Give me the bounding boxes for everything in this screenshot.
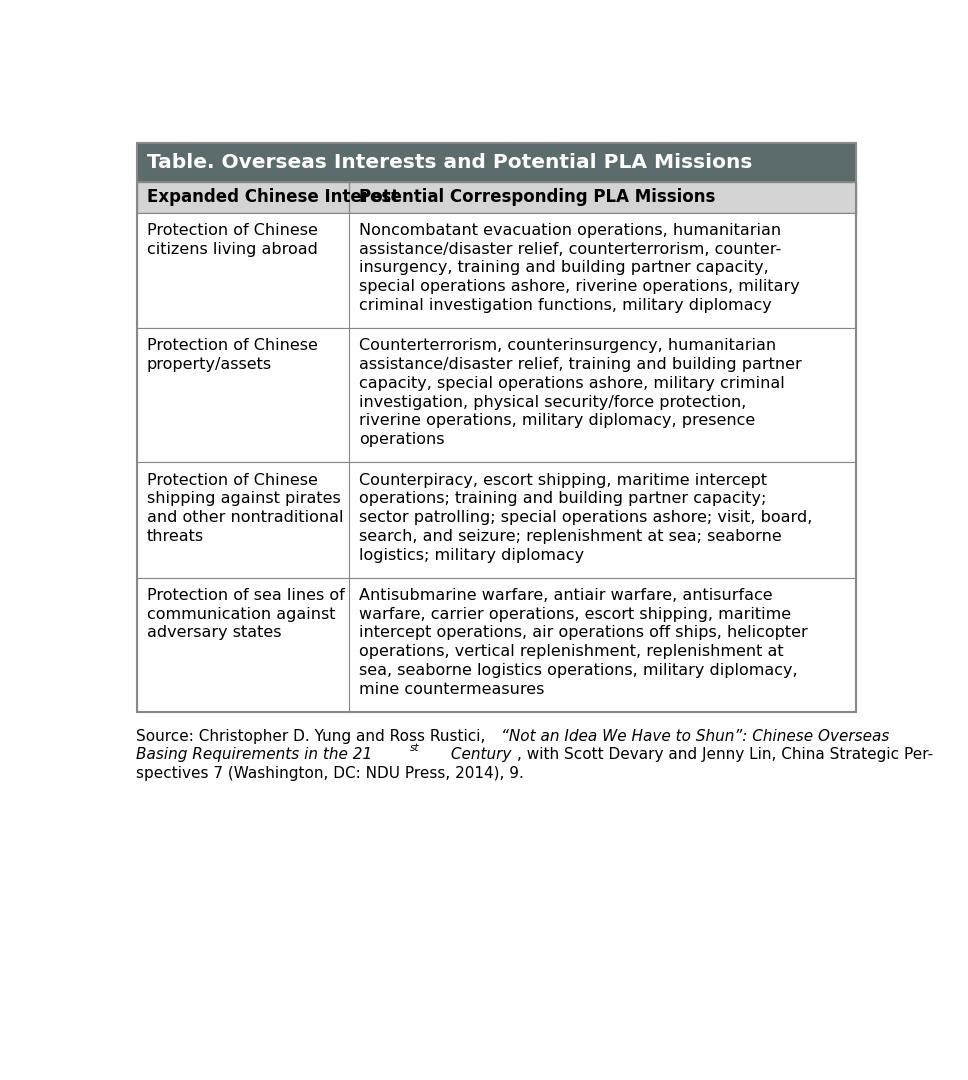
Text: st: st [409, 743, 419, 754]
Text: Basing Requirements in the 21: Basing Requirements in the 21 [136, 747, 373, 762]
Text: Counterterrorism, counterinsurgency, humanitarian
assistance/disaster relief, tr: Counterterrorism, counterinsurgency, hum… [359, 338, 802, 447]
Text: Potential Corresponding PLA Missions: Potential Corresponding PLA Missions [359, 188, 715, 206]
Text: Table. Overseas Interests and Potential PLA Missions: Table. Overseas Interests and Potential … [146, 153, 752, 172]
Text: Protection of Chinese
property/assets: Protection of Chinese property/assets [146, 338, 318, 372]
Text: Protection of Chinese
shipping against pirates
and other nontraditional
threats: Protection of Chinese shipping against p… [146, 473, 343, 544]
Bar [136, 328, 856, 462]
Bar [136, 181, 856, 213]
Text: , with Scott Devary and Jenny Lin, China Strategic Per-: , with Scott Devary and Jenny Lin, China… [517, 747, 933, 762]
Bar [136, 462, 856, 578]
Text: Counterpiracy, escort shipping, maritime intercept
operations; training and buil: Counterpiracy, escort shipping, maritime… [359, 473, 812, 563]
Text: Source: Christopher D. Yung and Ross Rustici,: Source: Christopher D. Yung and Ross Rus… [136, 729, 491, 744]
Text: “Not an Idea We Have to Shun”: Chinese Overseas: “Not an Idea We Have to Shun”: Chinese O… [501, 729, 890, 744]
Bar [136, 144, 856, 181]
Text: Protection of Chinese
citizens living abroad: Protection of Chinese citizens living ab… [146, 222, 318, 257]
Text: spectives 7 (Washington, DC: NDU Press, 2014), 9.: spectives 7 (Washington, DC: NDU Press, … [136, 766, 525, 781]
Text: Expanded Chinese Interest: Expanded Chinese Interest [146, 188, 399, 206]
Text: Protection of sea lines of
communication against
adversary states: Protection of sea lines of communication… [146, 588, 345, 640]
Bar [136, 144, 856, 712]
Text: Noncombatant evacuation operations, humanitarian
assistance/disaster relief, cou: Noncombatant evacuation operations, huma… [359, 222, 800, 313]
Bar [136, 213, 856, 328]
Text: Century: Century [446, 747, 511, 762]
Bar [136, 578, 856, 712]
Text: Antisubmarine warfare, antiair warfare, antisurface
warfare, carrier operations,: Antisubmarine warfare, antiair warfare, … [359, 588, 807, 697]
